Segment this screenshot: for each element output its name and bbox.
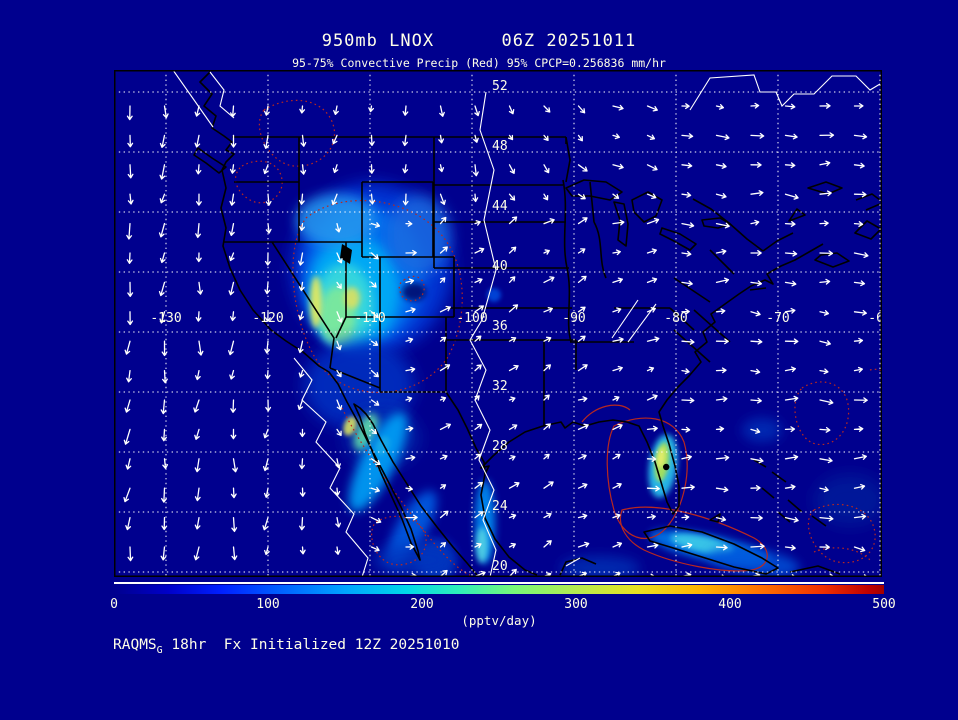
colorbar-gradient — [114, 585, 884, 594]
colorbar-tick-labels: 0 100 200 300 400 500 — [110, 597, 896, 613]
colorbar-tick-label: 500 — [872, 597, 896, 612]
graticule-labels: 52 48 44 40 36 32 28 24 20 -130 -120 -110 -100 -90 -80… — [150, 79, 891, 574]
map-canvas: 52 48 44 40 36 32 28 24 20 -130 -120 -110 -100 -90 -80… — [114, 69, 903, 590]
colorbar-tick-label: 100 — [256, 597, 280, 612]
lat-tick-label: 36 — [492, 319, 508, 334]
white-contour-lines — [172, 69, 881, 578]
lon-tick-label: -90 — [562, 311, 585, 326]
lon-tick-label: -130 — [150, 311, 181, 326]
lat-tick-label: 28 — [492, 439, 508, 454]
lat-tick-label: 32 — [492, 379, 508, 394]
lat-tick-label: 48 — [492, 139, 508, 154]
lon-tick-label: -60 — [868, 311, 882, 326]
model-subscript: G — [156, 644, 163, 656]
map-frame — [114, 70, 882, 577]
lat-tick-label: 44 — [492, 199, 508, 214]
footer-caption: RAQMSG 18hr Fx Initialized 12Z 20251010 — [113, 637, 460, 656]
map-panel: 52 48 44 40 36 32 28 24 20 -130 -120 -110 -100 -90 -80… — [114, 69, 903, 590]
lat-tick-label: 52 — [492, 79, 508, 94]
coast-and-borders — [193, 71, 882, 576]
lat-tick-label: 20 — [492, 559, 508, 574]
lon-tick-label: -120 — [252, 311, 283, 326]
colorbar-tick-label: 0 — [110, 597, 118, 612]
graticule — [114, 70, 882, 577]
colorbar-tick-label: 200 — [410, 597, 434, 612]
plot-subtitle: 95-75% Convective Precip (Red) 95% CPCP=… — [292, 56, 666, 70]
lat-tick-label: 40 — [492, 259, 508, 274]
colorbar-top-rule — [114, 582, 884, 584]
footer-text: 18hr Fx Initialized 12Z 20251010 — [162, 637, 460, 653]
lon-tick-label: -80 — [664, 311, 687, 326]
lon-tick-label: -100 — [456, 311, 487, 326]
lon-tick-label: -110 — [354, 311, 385, 326]
plot-title: 950mb LNOX 06Z 20251011 — [321, 31, 637, 51]
colorbar-unit-label: (pptv/day) — [461, 613, 537, 628]
model-name: RAQMS — [113, 637, 157, 653]
lon-tick-label: -70 — [766, 311, 789, 326]
colorbar-tick-label: 300 — [564, 597, 588, 612]
lat-tick-label: 24 — [492, 499, 508, 514]
colorbar-tick-label: 400 — [718, 597, 742, 612]
